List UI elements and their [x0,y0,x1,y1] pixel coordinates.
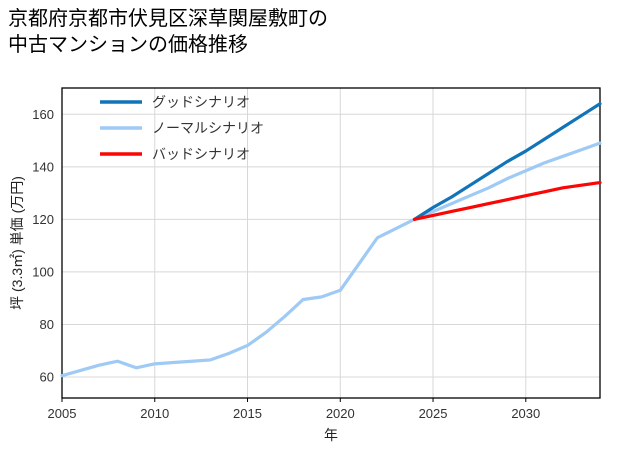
legend-label: グッドシナリオ [152,94,250,110]
y-axis-ticks: 60 80 100 120 140 160 [32,107,54,385]
series-line-ノーマルシナリオ [60,141,602,378]
x-axis-ticks: 2005 2010 2015 2020 2025 2030 [48,398,540,421]
x-tick-label: 2030 [511,406,540,421]
chart-title-line-1: 京都府京都市伏見区深草関屋敷町の [8,8,328,30]
legend-label: ノーマルシナリオ [152,120,264,136]
y-tick-label: 160 [32,107,54,122]
x-tick-label: 2015 [233,406,262,421]
y-tick-label: 60 [40,369,54,384]
y-tick-label: 140 [32,159,54,174]
series-line-グッドシナリオ [412,102,602,221]
x-tick-label: 2025 [419,406,448,421]
series-lines [60,102,602,378]
gridlines [61,88,600,398]
plot-area-border [61,87,601,399]
legend-label: バッドシナリオ [152,146,250,162]
x-tick-label: 2020 [326,406,355,421]
y-tick-label: 100 [32,264,54,279]
y-axis-label: 坪 (3.3㎡) 単価 (万円) [9,176,25,310]
series-line-バッドシナリオ [412,180,602,221]
x-tick-label: 2005 [48,406,77,421]
x-axis-label: 年 [324,427,338,443]
y-tick-label: 120 [32,212,54,227]
chart-title: 京都府京都市伏見区深草関屋敷町の 中古マンションの価格推移 [8,6,528,58]
x-tick-label: 2010 [140,406,169,421]
y-tick-label: 80 [40,317,54,332]
chart-title-line-2: 中古マンションの価格推移 [8,34,248,56]
